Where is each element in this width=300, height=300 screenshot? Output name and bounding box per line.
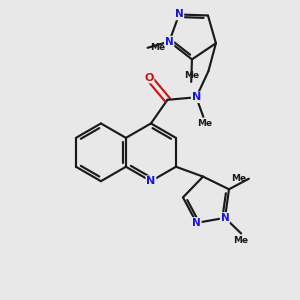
Text: N: N	[192, 92, 201, 102]
Text: Me: Me	[150, 43, 165, 52]
Text: N: N	[220, 213, 230, 223]
Text: O: O	[144, 73, 154, 83]
Text: N: N	[175, 10, 184, 20]
Text: Me: Me	[231, 174, 247, 183]
Text: Me: Me	[184, 70, 199, 80]
Text: N: N	[146, 176, 156, 186]
Text: Me: Me	[197, 119, 212, 128]
Text: Me: Me	[234, 236, 249, 245]
Text: N: N	[192, 218, 201, 228]
Text: N: N	[165, 37, 174, 46]
